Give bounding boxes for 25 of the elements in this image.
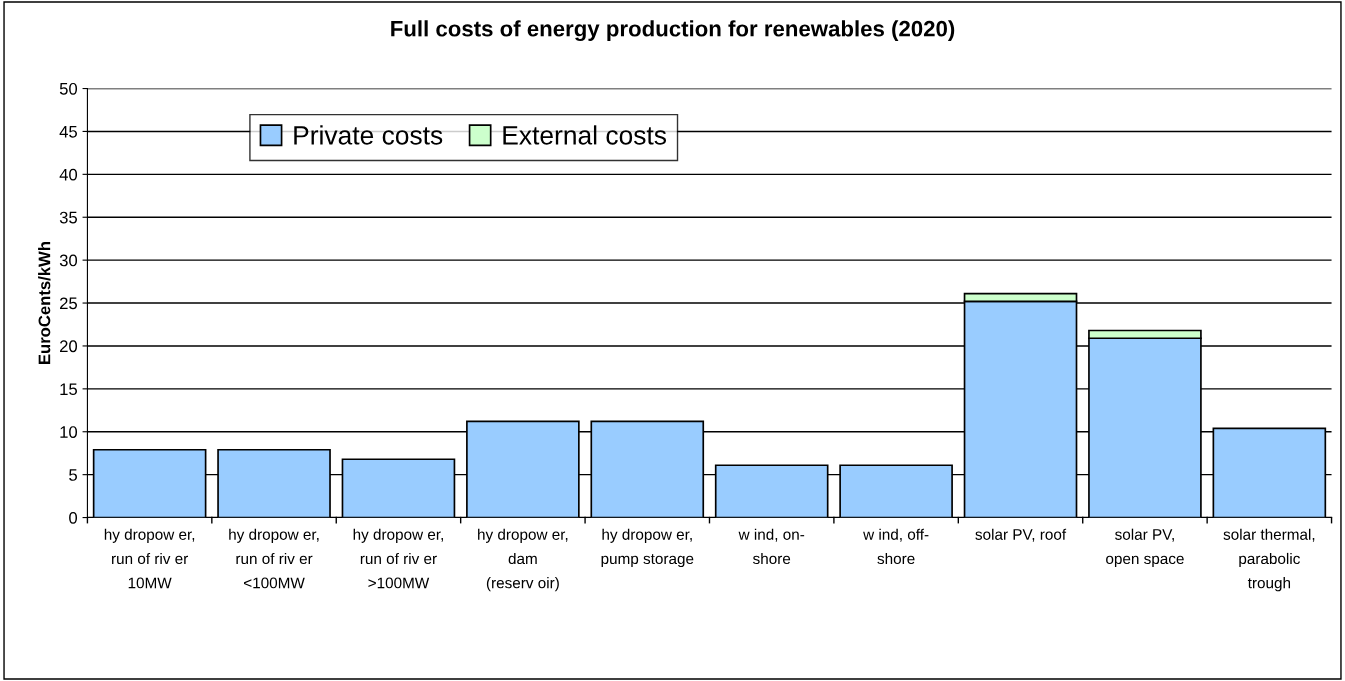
y-tick-label: 10 [60,426,78,438]
y-tick-label: 30 [59,254,78,267]
y-axis-title: EuroCents/kWh [38,242,51,364]
x-tick-label: solar thermal, parabolic trough [1223,528,1315,592]
x-tick-label: hy dropow er, pump storage [601,528,694,568]
x-tick-label: solar PV, open space [1106,528,1184,568]
x-tick-label: hy dropow er, dam (reserv oir) [478,528,568,592]
x-tick-label: w ind, off- shore [863,528,929,565]
y-tick-label: 35 [59,211,78,224]
x-tick-label: solar PV, roof [975,528,1067,542]
chart-title: Full costs of energy production for renewables (2020) [391,20,955,42]
x-tick-label: hy dropow er, run of riv er <100MW [229,528,319,589]
legend-label: Private costs [294,125,443,145]
legend-label: External costs [503,125,667,145]
y-tick-label: 45 [59,126,78,138]
x-tick-label: w ind, on- shore [738,528,805,565]
y-tick-label: 0 [69,511,78,524]
y-tick-label: 5 [69,469,77,481]
x-tick-label: hy dropow er, run of riv er >100MW [353,528,443,589]
y-tick-label: 50 [59,82,78,95]
y-tick-label: 40 [59,168,78,181]
y-tick-label: 25 [60,297,78,310]
y-tick-label: 15 [60,383,78,396]
x-tick-label: hy dropow er, run of riv er 10MW [104,528,195,589]
y-tick-label: 20 [60,340,78,353]
